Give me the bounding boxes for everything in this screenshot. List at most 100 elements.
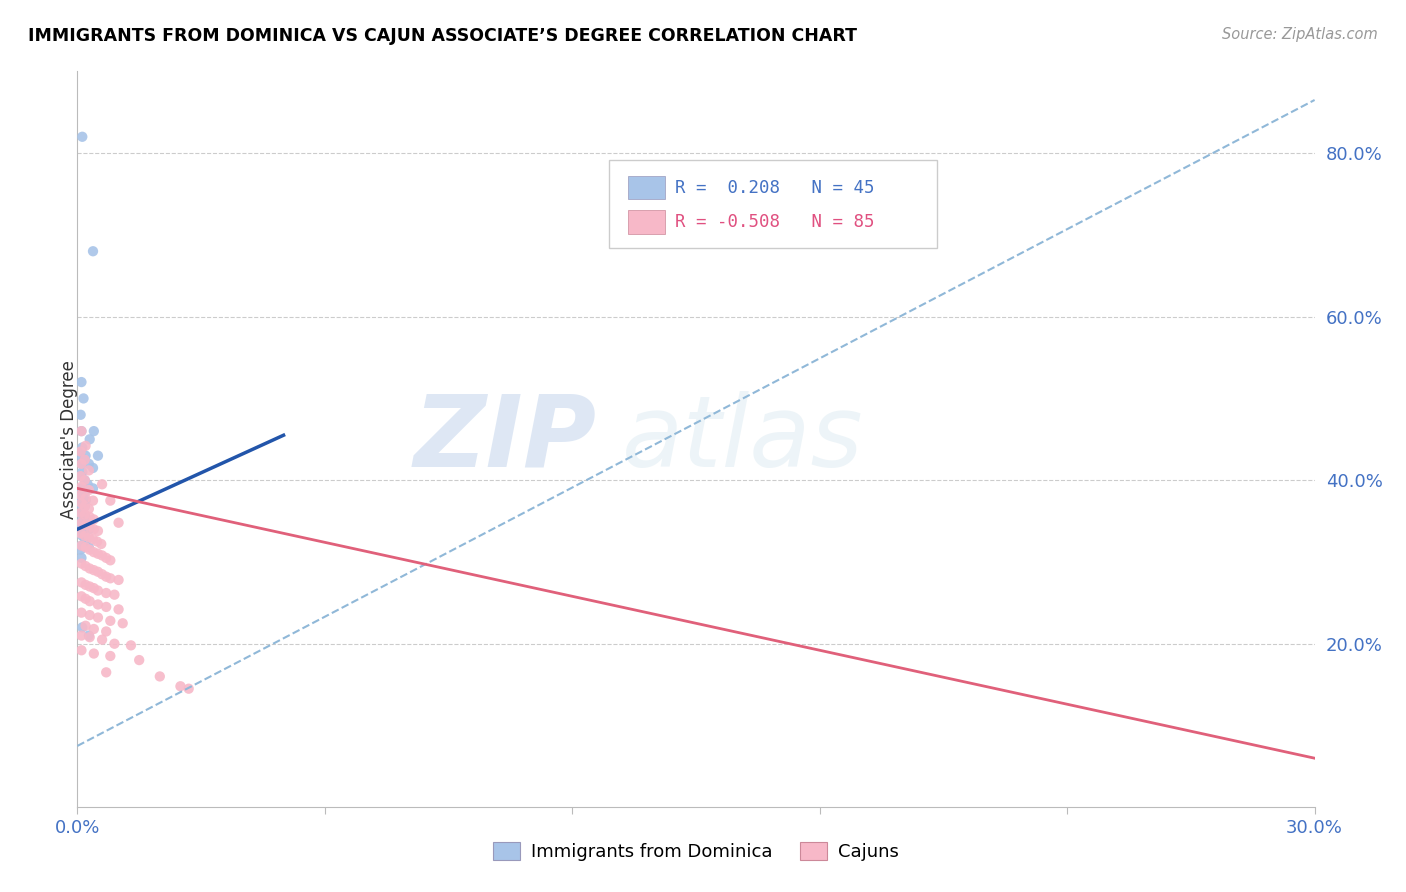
Point [87, 583, 110, 598]
Point [82, 482, 104, 496]
Point [77, 530, 100, 544]
Point [79, 580, 101, 594]
Point [107, 573, 129, 587]
Point [77, 501, 100, 516]
Text: Source: ZipAtlas.com: Source: ZipAtlas.com [1222, 27, 1378, 42]
Point [70, 557, 93, 571]
Point [70, 496, 93, 510]
FancyBboxPatch shape [609, 160, 938, 248]
Point [73, 473, 96, 487]
Point [70, 643, 93, 657]
Point [82, 244, 104, 259]
Point [96, 599, 118, 614]
Point [103, 637, 125, 651]
Point [73, 485, 96, 500]
Point [69, 449, 91, 463]
Point [73, 529, 96, 543]
Point [75, 493, 97, 508]
Point [79, 630, 101, 644]
Point [70, 629, 93, 643]
Point [73, 530, 96, 544]
Point [69, 408, 91, 422]
Point [75, 510, 97, 524]
Point [72, 129, 94, 144]
Point [79, 521, 101, 535]
Point [70, 606, 93, 620]
Point [70, 498, 93, 512]
Point [96, 570, 118, 584]
Point [69, 516, 91, 530]
Point [87, 449, 110, 463]
Point [73, 521, 96, 535]
Point [73, 500, 96, 514]
Point [70, 480, 93, 494]
Bar [628, 176, 665, 200]
Point [79, 561, 101, 575]
Point [70, 521, 93, 535]
Point [69, 506, 91, 520]
Point [69, 526, 91, 541]
Point [77, 522, 100, 536]
Point [83, 622, 105, 636]
Point [98, 493, 121, 508]
Point [91, 477, 114, 491]
Point [69, 488, 91, 502]
Point [83, 563, 105, 577]
Point [75, 449, 97, 463]
Point [82, 493, 104, 508]
Point [87, 610, 110, 624]
Point [77, 541, 100, 555]
Point [75, 534, 97, 549]
Point [91, 567, 114, 582]
Point [70, 575, 93, 590]
Point [82, 461, 104, 475]
Point [70, 375, 93, 389]
Point [75, 541, 97, 555]
Point [72, 518, 94, 533]
Point [77, 629, 100, 643]
Point [69, 490, 91, 504]
Point [86, 534, 108, 549]
Text: IMMIGRANTS FROM DOMINICA VS CAJUN ASSOCIATE’S DEGREE CORRELATION CHART: IMMIGRANTS FROM DOMINICA VS CAJUN ASSOCI… [28, 27, 858, 45]
Point [72, 508, 94, 522]
Point [83, 581, 105, 595]
Point [77, 483, 100, 497]
Point [75, 518, 97, 533]
Point [70, 457, 93, 471]
Point [169, 679, 191, 693]
Point [75, 439, 97, 453]
Legend: Immigrants from Dominica, Cajuns: Immigrants from Dominica, Cajuns [486, 834, 905, 868]
Point [70, 482, 93, 496]
Point [90, 537, 112, 551]
Point [72, 465, 94, 479]
Point [177, 681, 200, 696]
Point [70, 539, 93, 553]
Point [98, 614, 121, 628]
Point [83, 545, 105, 559]
Point [79, 433, 101, 447]
Point [77, 463, 100, 477]
Point [87, 565, 110, 579]
Point [149, 669, 172, 683]
Point [128, 653, 150, 667]
Point [79, 510, 101, 524]
Text: ZIP: ZIP [413, 391, 598, 488]
Point [111, 616, 134, 631]
Point [96, 586, 118, 600]
Point [69, 542, 91, 557]
Point [69, 469, 91, 483]
Point [72, 529, 94, 543]
Point [103, 588, 125, 602]
Point [76, 477, 98, 491]
Point [70, 539, 93, 553]
Point [75, 578, 97, 592]
Point [73, 473, 96, 487]
Point [69, 444, 91, 458]
Point [72, 441, 94, 455]
Text: R =  0.208   N = 45: R = 0.208 N = 45 [675, 178, 875, 196]
Bar [628, 211, 665, 234]
Point [73, 500, 96, 514]
Point [96, 624, 118, 639]
Point [72, 392, 94, 406]
Point [83, 424, 105, 438]
